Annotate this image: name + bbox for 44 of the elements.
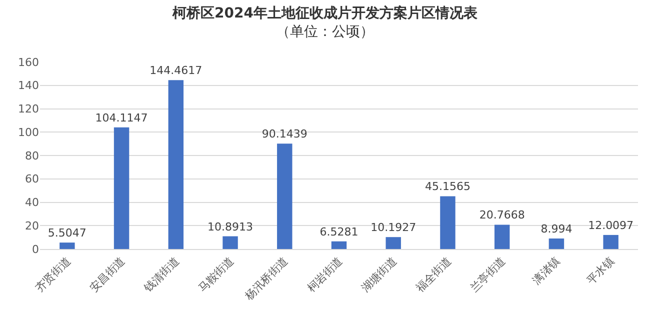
x-tick-label: 福全街道: [413, 254, 454, 295]
data-label: 144.4617: [150, 64, 202, 78]
bar: [168, 80, 184, 249]
data-label: 45.1565: [424, 180, 470, 194]
x-tick-label: 杨汛桥街道: [242, 254, 291, 304]
bar: [331, 241, 347, 249]
bar: [440, 196, 456, 249]
bar: [60, 242, 75, 249]
data-label: 20.7668: [479, 208, 525, 222]
data-label: 10.1927: [370, 221, 416, 234]
data-label: 5.5047: [48, 226, 86, 240]
x-tick-label: 平水镇: [584, 254, 617, 288]
x-tick-label: 安昌街道: [87, 254, 128, 295]
y-tick-label: 60: [25, 172, 39, 186]
y-tick-label: 80: [25, 149, 39, 162]
x-tick-label: 钱清街道: [140, 254, 182, 296]
y-tick-label: 120: [18, 102, 39, 116]
bar: [386, 237, 401, 249]
data-label: 12.0097: [588, 218, 634, 232]
y-tick-label: 40: [25, 196, 39, 210]
x-tick-label: 齐贤街道: [32, 254, 74, 295]
data-label: 8.994: [540, 222, 572, 236]
x-tick-label: 湖塘街道: [359, 254, 400, 295]
y-tick-label: 20: [25, 219, 39, 232]
bar: [277, 144, 292, 249]
data-label: 90.1439: [262, 128, 308, 141]
y-tick-label: 160: [18, 56, 39, 69]
chart-subtitle: （单位：公顷）: [276, 24, 374, 40]
bar: [603, 234, 618, 249]
data-label: 10.8913: [208, 220, 254, 234]
bar: [494, 224, 510, 249]
x-tick-label: 柯岩街道: [304, 254, 346, 295]
bar: [114, 127, 130, 249]
y-tick-label: 0: [32, 242, 39, 256]
chart-title: 柯桥区2024年土地征收成片开发方案片区情况表: [172, 4, 478, 22]
data-label: 104.1147: [95, 111, 148, 124]
bar: [222, 236, 238, 249]
x-tick-label: 马鞍街道: [196, 254, 236, 295]
y-tick-label: 100: [18, 126, 39, 139]
y-tick-label: 140: [18, 79, 39, 92]
x-tick-label: 兰亭街道: [468, 254, 508, 295]
bar: [548, 238, 564, 249]
x-tick-label: 漓渚镇: [530, 254, 562, 288]
data-label: 6.5281: [320, 225, 358, 238]
